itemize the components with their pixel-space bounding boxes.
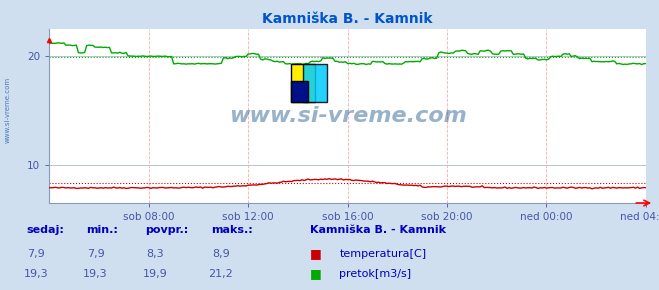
Text: 8,9: 8,9 [212,249,229,259]
Text: maks.:: maks.: [211,225,252,235]
Text: sedaj:: sedaj: [26,225,64,235]
Text: ■: ■ [310,267,322,280]
Text: www.si-vreme.com: www.si-vreme.com [5,77,11,143]
FancyBboxPatch shape [303,64,327,102]
Text: temperatura[C]: temperatura[C] [339,249,426,259]
Text: 19,3: 19,3 [24,269,49,279]
FancyBboxPatch shape [291,81,308,102]
Title: Kamniška B. - Kamnik: Kamniška B. - Kamnik [262,12,433,26]
Text: pretok[m3/s]: pretok[m3/s] [339,269,411,279]
Text: Kamniška B. - Kamnik: Kamniška B. - Kamnik [310,225,445,235]
Text: 19,3: 19,3 [83,269,108,279]
Text: 8,3: 8,3 [146,249,163,259]
FancyBboxPatch shape [291,64,315,102]
Text: 7,9: 7,9 [87,249,104,259]
Text: www.si-vreme.com: www.si-vreme.com [229,106,467,126]
Text: 7,9: 7,9 [28,249,45,259]
Text: 21,2: 21,2 [208,269,233,279]
Text: min.:: min.: [86,225,117,235]
Text: 19,9: 19,9 [142,269,167,279]
Text: povpr.:: povpr.: [145,225,188,235]
Text: ■: ■ [310,247,322,260]
